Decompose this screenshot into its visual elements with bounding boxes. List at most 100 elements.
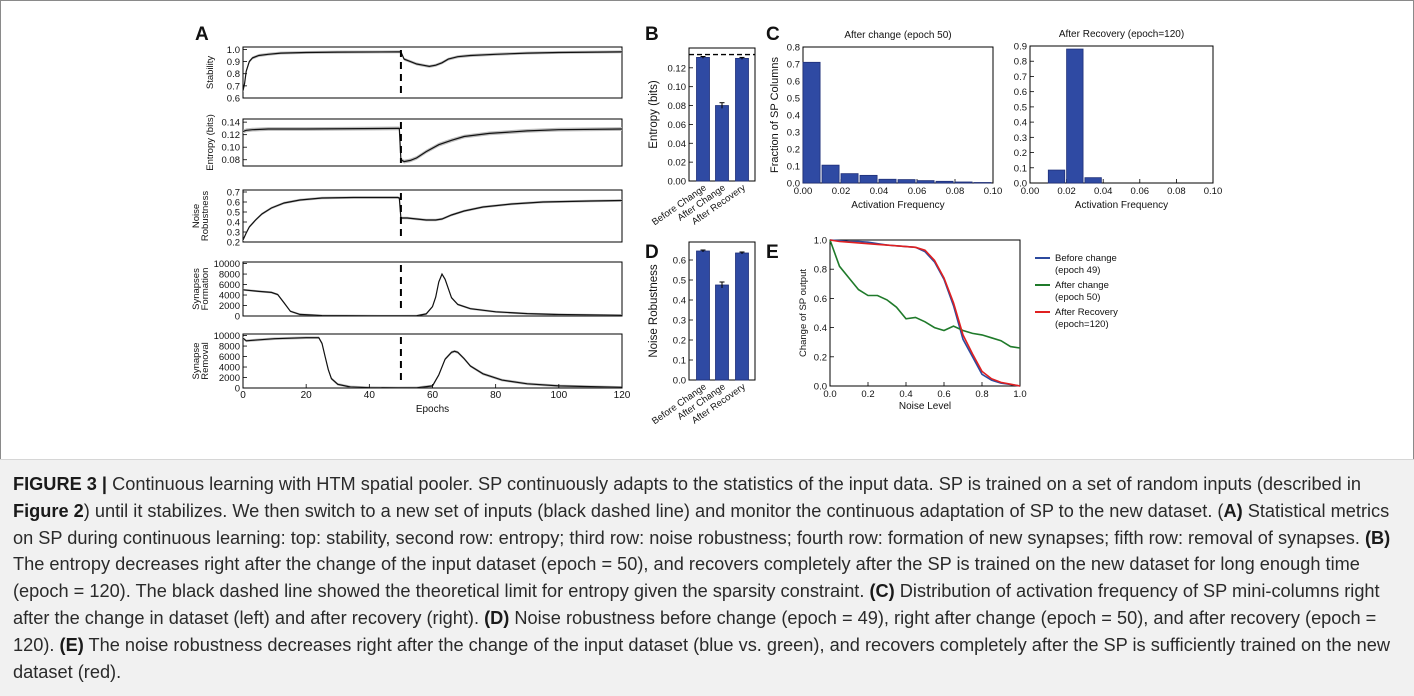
panel-d-tick-label: 0.2	[673, 336, 686, 347]
panel-a-ylabel: Synapse	[191, 343, 202, 380]
panel-a-tick-label: 2000	[219, 301, 240, 312]
panel-e-series-line	[829, 239, 1021, 349]
panel-e-xtick-label: 0.6	[937, 389, 950, 400]
panel-c: 0.80.70.60.50.40.30.20.10.00.00 0.02 0.04 0…	[769, 29, 1222, 211]
panel-a-tick-label: 6000	[219, 352, 240, 363]
panel-a-tick-label: 8000	[219, 270, 240, 281]
panel-a-ylabel: Entropy (bits)	[205, 114, 216, 171]
panel-a-tick-label: 0.8	[227, 69, 240, 80]
panel-b-tick-label: 0.04	[668, 139, 687, 150]
panel-c-right-bar	[1047, 169, 1066, 184]
panel-e-xtick-label: 0.2	[861, 389, 874, 400]
panel-c-left-xtick-label: 0.06	[908, 186, 927, 197]
panel-e: 1.0 0.8 0.6 0.4 0.2 0.00.0 0.2 0.4 0.6 0.8 1.0 Befo…	[798, 236, 1118, 413]
panel-c-left-ytick-label: 0.2	[787, 145, 800, 156]
panel-c-right-ytick-label: 0.9	[1014, 42, 1027, 53]
panel-c-left-xtick-label: 0.04	[870, 186, 889, 197]
panel-b-tick-label: 0.12	[668, 63, 687, 74]
panel-a-tick-label: 10000	[214, 259, 240, 270]
panel-c-left-xtick-label: 0.00	[794, 186, 813, 197]
panel-e-series-line	[829, 239, 1021, 387]
panel-a-tick-label: 0.5	[227, 208, 240, 219]
panel-c-left-ytick-label: 0.3	[787, 128, 800, 139]
panel-e-legend-label: After Recovery	[1055, 307, 1118, 318]
panel-c-right-xtick-label: 0.06	[1131, 186, 1150, 197]
panel-a-confidence-band	[243, 126, 622, 164]
caption-d-label: (D)	[484, 607, 510, 628]
panel-c-left-ytick-label: 0.4	[787, 111, 800, 122]
panel-a-curve	[242, 272, 623, 317]
panel-d-ylabel: Noise Robustness	[648, 264, 660, 358]
caption-a-text: Statistical metrics on SP during continu…	[13, 500, 1390, 548]
panel-e-ytick-label: 0.6	[814, 294, 827, 305]
panel-e-ytick-label: 1.0	[814, 236, 827, 247]
panel-e-ylabel: Change of SP output	[798, 269, 809, 357]
caption-a-label: A)	[1223, 500, 1243, 521]
panel-d-bar	[735, 252, 749, 381]
panel-a-tick-label: 0.3	[227, 228, 240, 239]
panel-a-tick-label: 8000	[219, 342, 240, 353]
panel-d-tick-label: 0.5	[673, 276, 686, 287]
caption-e-label: (E)	[59, 634, 84, 655]
panel-a-xtick-label: 120	[614, 390, 631, 401]
panel-a-tick-label: 1.0	[227, 45, 240, 56]
panel-a-ylabel: Formation	[200, 268, 211, 311]
panel-a-xtick-label: 20	[301, 390, 313, 401]
panel-a-xtick-label: 100	[550, 390, 567, 401]
panel-c-left-bar	[935, 180, 954, 184]
panel-b-bar	[696, 57, 710, 182]
panel-c-left-bar	[840, 173, 859, 184]
panel-a-confidence-band	[243, 196, 622, 242]
panel-a-row-frame	[242, 46, 623, 99]
panel-a-xlabel: Epochs	[416, 404, 449, 415]
panel-a-tick-label: 0.14	[222, 118, 241, 129]
panel-a-confidence-band	[243, 273, 622, 316]
panel-a-tick-label: 2000	[219, 373, 240, 384]
panel-a-curve	[242, 51, 623, 91]
panel-c-right-xtick-label: 0.04	[1094, 186, 1113, 197]
panel-a-tick-label: 0	[235, 312, 240, 323]
panel-a-xtick-label: 0	[240, 390, 246, 401]
panel-d-tick-label: 0.1	[673, 356, 686, 367]
panel-c-left-ytick-label: 0.8	[787, 43, 800, 54]
panel-e-ytick-label: 0.8	[814, 265, 827, 276]
panel-a-tick-label: 4000	[219, 291, 240, 302]
panel-e-legend-sublabel: (epoch=120)	[1055, 319, 1109, 330]
panel-e-ytick-label: 0.4	[814, 323, 827, 334]
panel-a-tick-label: 0.7	[227, 188, 240, 199]
panel-c-right-ytick-label: 0.2	[1014, 148, 1027, 159]
panel-a-row-frame	[242, 118, 623, 167]
panel-a-xtick-label: 80	[490, 390, 502, 401]
panel-c-right-frame	[1029, 45, 1214, 184]
panel-a-ylabel: Synapses	[191, 268, 202, 310]
panel-letter-e: E	[766, 242, 779, 263]
panel-c-left-ytick-label: 0.1	[787, 162, 800, 173]
caption-e-text: The noise robustness decreases right aft…	[13, 634, 1390, 682]
panel-a-tick-label: 0.6	[227, 198, 240, 209]
panel-b-tick-label: 0.02	[668, 158, 687, 169]
panel-c-left-bar	[973, 182, 992, 184]
panel-d-tick-label: 0.4	[673, 296, 686, 307]
panel-c-left-xtick-label: 0.10	[984, 186, 1003, 197]
figure-3: 1.00.90.80.70.6Stability0.140.120.100.08…	[191, 24, 1222, 427]
panel-c-right-bar	[1066, 48, 1084, 184]
caption-figure-ref[interactable]: Figure 2	[13, 500, 84, 521]
panel-c-right-ytick-label: 0.7	[1014, 72, 1027, 83]
panel-e-ytick-label: 0.0	[814, 382, 827, 393]
panel-c-left-bar	[802, 61, 821, 184]
panel-b-ylabel: Entropy (bits)	[648, 80, 660, 149]
caption-c-label: (C)	[869, 581, 895, 602]
panel-c-right-xlabel: Activation Frequency	[1075, 200, 1168, 211]
panel-e-legend-sublabel: (epoch 49)	[1055, 265, 1100, 276]
panel-a-ylabel: Stability	[205, 56, 216, 90]
panel-a-ylabel: Robustness	[200, 191, 211, 241]
panel-a-tick-label: 0	[235, 384, 240, 395]
panel-c-left-frame	[802, 46, 994, 184]
panel-c-left-title: After change (epoch 50)	[844, 30, 951, 41]
caption-d-text: Noise robustness before change (epoch = …	[13, 607, 1377, 655]
panel-c-left-xtick-label: 0.08	[946, 186, 965, 197]
panel-c-right-title: After Recovery (epoch=120)	[1059, 29, 1184, 40]
panel-letter-a: A	[195, 24, 209, 45]
panel-letter-d: D	[645, 242, 659, 263]
panel-c-left-xtick-label: 0.02	[832, 186, 851, 197]
